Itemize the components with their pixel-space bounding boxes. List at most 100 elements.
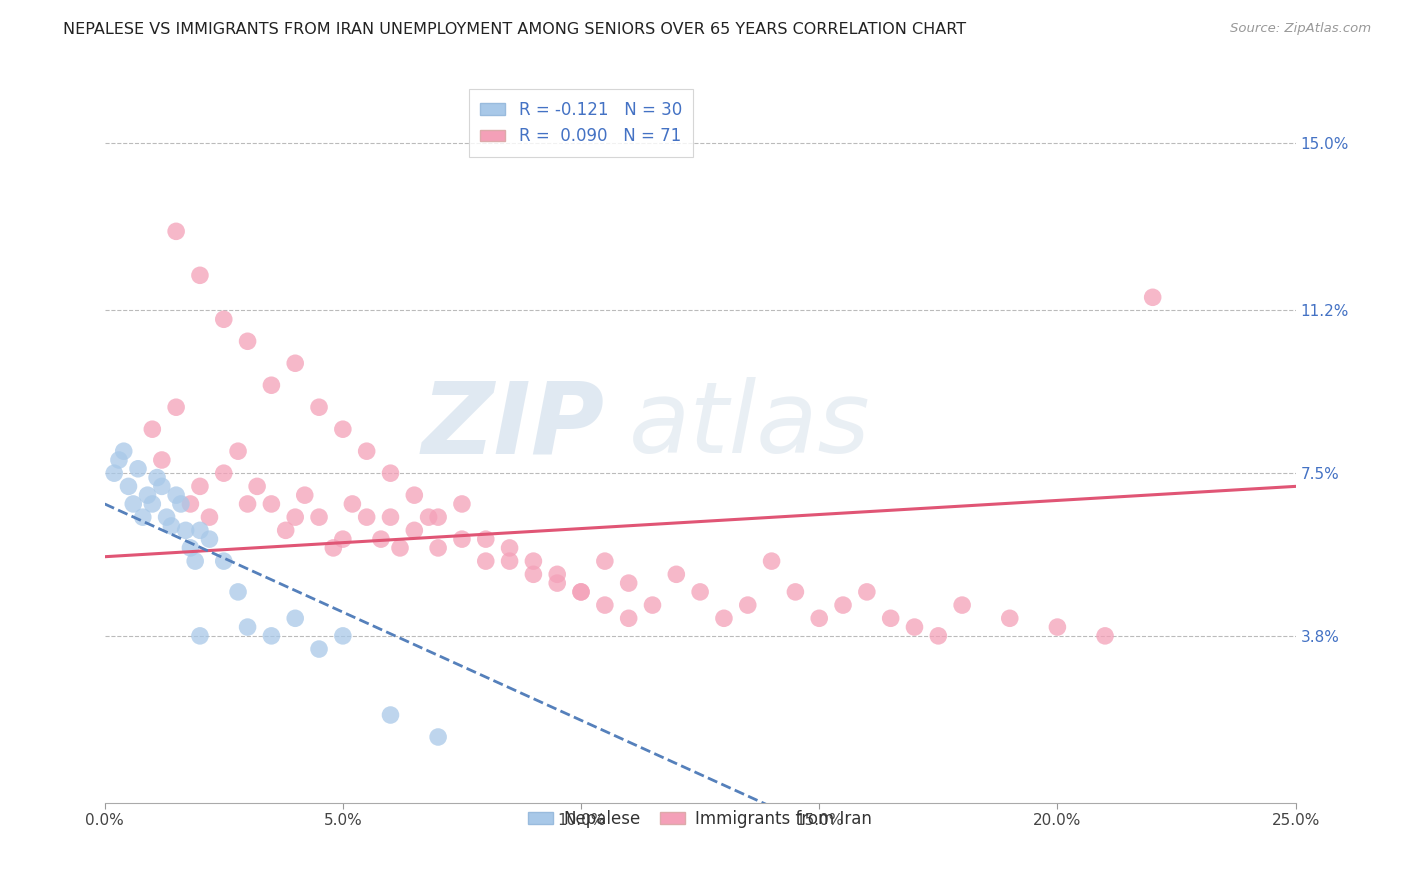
Point [356, 444, 378, 458]
Point [522, 554, 544, 568]
Point [998, 611, 1021, 625]
Point [112, 444, 135, 458]
Point [117, 479, 139, 493]
Point [617, 611, 640, 625]
Point [1046, 620, 1069, 634]
Point [332, 532, 354, 546]
Point [150, 479, 173, 493]
Point [122, 497, 145, 511]
Point [150, 453, 173, 467]
Point [141, 497, 163, 511]
Legend: Nepalese, Immigrants from Iran: Nepalese, Immigrants from Iran [522, 803, 879, 835]
Point [370, 532, 392, 546]
Point [322, 541, 344, 555]
Point [188, 629, 211, 643]
Point [593, 554, 616, 568]
Point [380, 708, 402, 723]
Point [132, 510, 155, 524]
Point [198, 510, 221, 524]
Point [1094, 629, 1116, 643]
Point [879, 611, 901, 625]
Point [689, 585, 711, 599]
Point [141, 422, 163, 436]
Point [226, 444, 249, 458]
Point [236, 334, 259, 349]
Point [127, 462, 149, 476]
Point [179, 541, 201, 555]
Point [737, 598, 759, 612]
Point [184, 554, 207, 568]
Point [188, 524, 211, 538]
Point [713, 611, 735, 625]
Point [569, 585, 592, 599]
Point [950, 598, 973, 612]
Point [188, 268, 211, 283]
Point [761, 554, 783, 568]
Point [665, 567, 688, 582]
Point [856, 585, 879, 599]
Point [474, 532, 496, 546]
Point [380, 466, 402, 480]
Point [226, 585, 249, 599]
Point [246, 479, 269, 493]
Point [342, 497, 364, 511]
Point [451, 532, 474, 546]
Point [404, 524, 426, 538]
Point [274, 524, 297, 538]
Point [546, 567, 568, 582]
Point [641, 598, 664, 612]
Point [418, 510, 440, 524]
Point [284, 356, 307, 370]
Point [260, 378, 283, 392]
Point [236, 620, 259, 634]
Point [451, 497, 474, 511]
Point [356, 510, 378, 524]
Point [212, 312, 235, 326]
Point [308, 642, 330, 657]
Point [427, 510, 450, 524]
Point [474, 554, 496, 568]
Point [284, 510, 307, 524]
Point [103, 466, 125, 480]
Text: ZIP: ZIP [422, 377, 605, 475]
Point [569, 585, 592, 599]
Point [427, 541, 450, 555]
Point [808, 611, 831, 625]
Point [212, 466, 235, 480]
Point [165, 224, 187, 238]
Point [617, 576, 640, 591]
Text: atlas: atlas [628, 377, 870, 475]
Text: Source: ZipAtlas.com: Source: ZipAtlas.com [1230, 22, 1371, 36]
Point [179, 497, 201, 511]
Point [146, 470, 169, 484]
Point [380, 510, 402, 524]
Point [260, 629, 283, 643]
Point [165, 401, 187, 415]
Point [785, 585, 807, 599]
Point [498, 554, 520, 568]
Point [332, 422, 354, 436]
Text: NEPALESE VS IMMIGRANTS FROM IRAN UNEMPLOYMENT AMONG SENIORS OVER 65 YEARS CORREL: NEPALESE VS IMMIGRANTS FROM IRAN UNEMPLO… [63, 22, 966, 37]
Point [498, 541, 520, 555]
Point [198, 532, 221, 546]
Point [593, 598, 616, 612]
Point [284, 611, 307, 625]
Point [832, 598, 855, 612]
Point [174, 524, 197, 538]
Point [332, 629, 354, 643]
Point [308, 401, 330, 415]
Point [170, 497, 193, 511]
Point [160, 519, 183, 533]
Point [522, 567, 544, 582]
Point [389, 541, 412, 555]
Point [165, 488, 187, 502]
Point [1142, 290, 1164, 304]
Point [404, 488, 426, 502]
Point [546, 576, 568, 591]
Point [427, 730, 450, 744]
Point [136, 488, 159, 502]
Point [108, 453, 131, 467]
Point [155, 510, 177, 524]
Point [308, 510, 330, 524]
Point [903, 620, 925, 634]
